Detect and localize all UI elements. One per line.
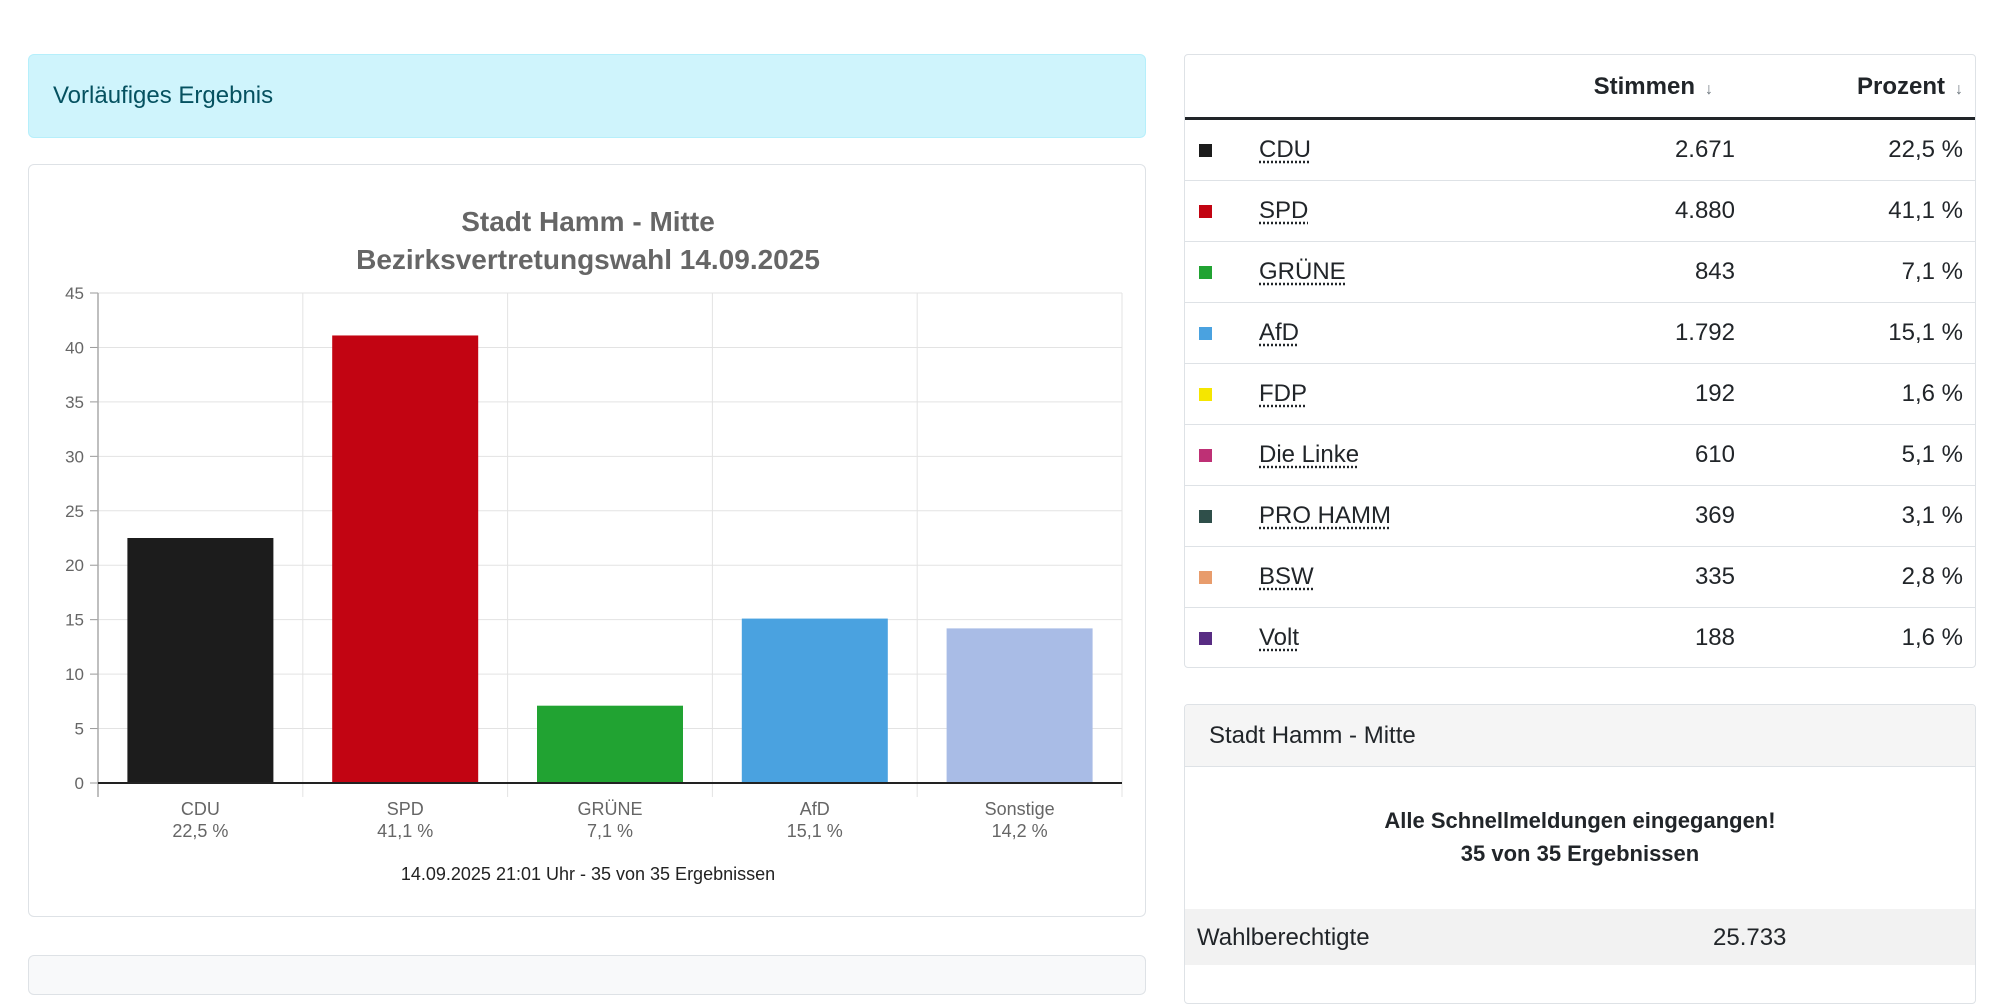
percent-cell: 3,1 % — [1902, 502, 1963, 530]
percent-cell: 1,6 % — [1902, 380, 1963, 408]
party-link[interactable]: GRÜNE — [1259, 258, 1346, 286]
arrow-down-icon: ↓ — [1705, 81, 1713, 98]
party-color-swatch — [1199, 510, 1212, 523]
chart-footer: 14.09.2025 21:01 Uhr - 35 von 35 Ergebni… — [401, 864, 775, 884]
eligible-voters-value: 25.733 — [1713, 924, 1786, 952]
party-color-swatch — [1199, 144, 1212, 157]
status-message: Alle Schnellmeldungen eingegangen! 35 vo… — [1185, 767, 1975, 909]
chart-title: Stadt Hamm - Mitte — [461, 206, 715, 237]
party-link[interactable]: AfD — [1259, 319, 1299, 347]
votes-cell: 335 — [1695, 563, 1735, 591]
party-link[interactable]: CDU — [1259, 136, 1311, 164]
card-header: Stadt Hamm - Mitte — [1185, 705, 1975, 767]
x-tick-sublabel: 7,1 % — [587, 821, 633, 841]
chart-card: Stadt Hamm - Mitte Bezirksvertretungswahl… — [28, 164, 1146, 917]
percent-cell: 2,8 % — [1902, 563, 1963, 591]
party-color-swatch — [1199, 266, 1212, 279]
percent-cell: 41,1 % — [1888, 197, 1963, 225]
table-row: PRO HAMM 369 3,1 % — [1185, 486, 1975, 547]
votes-cell: 369 — [1695, 502, 1735, 530]
party-color-swatch — [1199, 205, 1212, 218]
y-tick-label: 40 — [65, 338, 84, 357]
table-header: Stimmen ↓ Prozent ↓ — [1185, 55, 1975, 120]
party-color-swatch — [1199, 571, 1212, 584]
x-tick-label: CDU — [181, 799, 220, 819]
x-tick-sublabel: 15,1 % — [787, 821, 843, 841]
status-message-line2: 35 von 35 Ergebnissen — [1185, 837, 1975, 870]
votes-cell: 188 — [1695, 624, 1735, 652]
votes-cell: 4.880 — [1675, 197, 1735, 225]
bar — [332, 335, 478, 783]
bar — [127, 538, 273, 783]
arrow-down-icon: ↓ — [1955, 81, 1963, 98]
party-link[interactable]: BSW — [1259, 563, 1314, 591]
x-tick-sublabel: 41,1 % — [377, 821, 433, 841]
party-link[interactable]: Die Linke — [1259, 441, 1359, 469]
votes-cell: 2.671 — [1675, 136, 1735, 164]
votes-cell: 1.792 — [1675, 319, 1735, 347]
y-tick-label: 25 — [65, 502, 84, 521]
chart-subtitle: Bezirksvertretungswahl 14.09.2025 — [356, 244, 820, 275]
status-message-line1: Alle Schnellmeldungen eingegangen! — [1185, 804, 1975, 837]
y-tick-label: 45 — [65, 284, 84, 303]
reporting-status-card: Stadt Hamm - Mitte Alle Schnellmeldungen… — [1184, 704, 1976, 1004]
status-alert: Vorläufiges Ergebnis — [28, 54, 1146, 138]
x-tick-label: SPD — [387, 799, 424, 819]
party-color-swatch — [1199, 327, 1212, 340]
card-title: Stadt Hamm - Mitte — [1209, 722, 1416, 750]
bar — [947, 628, 1093, 783]
votes-cell: 610 — [1695, 441, 1735, 469]
percent-cell: 15,1 % — [1888, 319, 1963, 347]
alert-text: Vorläufiges Ergebnis — [53, 82, 273, 110]
table-row: Volt 188 1,6 % — [1185, 608, 1975, 668]
table-row: CDU 2.671 22,5 % — [1185, 120, 1975, 181]
y-tick-label: 10 — [65, 665, 84, 684]
next-card — [28, 955, 1146, 995]
x-tick-label: GRÜNE — [577, 799, 642, 819]
y-tick-label: 5 — [75, 720, 84, 739]
x-tick-label: AfD — [800, 799, 830, 819]
party-color-swatch — [1199, 449, 1212, 462]
votes-cell: 192 — [1695, 380, 1735, 408]
table-row: FDP 192 1,6 % — [1185, 364, 1975, 425]
table-row: GRÜNE 843 7,1 % — [1185, 242, 1975, 303]
eligible-voters-label: Wahlberechtigte — [1197, 924, 1370, 952]
table-row: Die Linke 610 5,1 % — [1185, 425, 1975, 486]
column-header-votes[interactable]: Stimmen ↓ — [1594, 73, 1713, 101]
y-tick-label: 20 — [65, 556, 84, 575]
results-table: Stimmen ↓ Prozent ↓ CDU 2.671 22,5 % SPD 4.880… — [1184, 54, 1976, 668]
y-tick-label: 15 — [65, 611, 84, 630]
x-tick-sublabel: 14,2 % — [992, 821, 1048, 841]
eligible-voters-row: Wahlberechtigte 25.733 — [1185, 909, 1975, 965]
table-row: BSW 335 2,8 % — [1185, 547, 1975, 608]
x-tick-sublabel: 22,5 % — [172, 821, 228, 841]
table-row: SPD 4.880 41,1 % — [1185, 181, 1975, 242]
party-link[interactable]: SPD — [1259, 197, 1308, 225]
y-tick-label: 30 — [65, 447, 84, 466]
bar — [537, 706, 683, 783]
bar-chart: Stadt Hamm - Mitte Bezirksvertretungswahl… — [29, 165, 1147, 918]
party-color-swatch — [1199, 632, 1212, 645]
percent-cell: 5,1 % — [1902, 441, 1963, 469]
percent-cell: 7,1 % — [1902, 258, 1963, 286]
table-row: AfD 1.792 15,1 % — [1185, 303, 1975, 364]
votes-cell: 843 — [1695, 258, 1735, 286]
bar — [742, 619, 888, 783]
percent-cell: 22,5 % — [1888, 136, 1963, 164]
percent-cell: 1,6 % — [1902, 624, 1963, 652]
party-link[interactable]: Volt — [1259, 624, 1299, 652]
y-tick-label: 35 — [65, 393, 84, 412]
y-tick-label: 0 — [75, 774, 84, 793]
x-tick-label: Sonstige — [985, 799, 1055, 819]
column-header-percent[interactable]: Prozent ↓ — [1857, 73, 1963, 101]
party-link[interactable]: FDP — [1259, 380, 1307, 408]
party-link[interactable]: PRO HAMM — [1259, 502, 1391, 530]
party-color-swatch — [1199, 388, 1212, 401]
